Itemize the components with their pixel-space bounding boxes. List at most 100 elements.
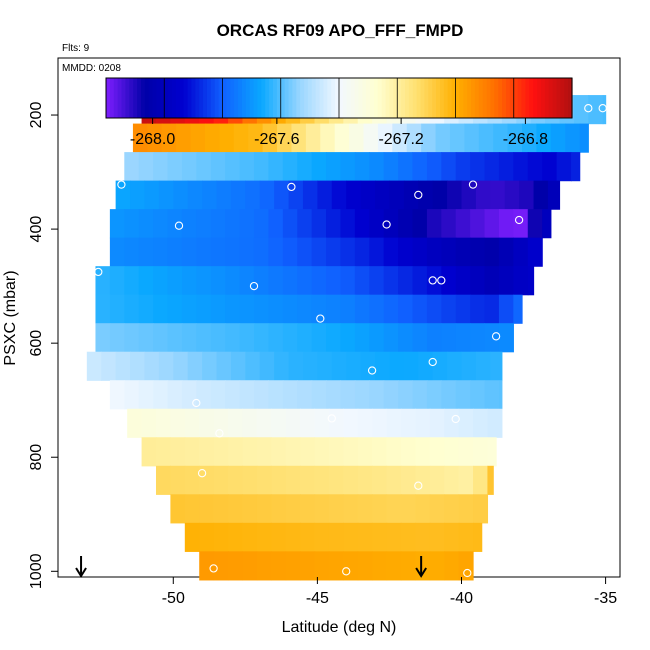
heatmap-cell — [426, 294, 442, 324]
colorbar-segment — [370, 78, 375, 118]
heatmap-cell — [383, 209, 399, 239]
heatmap-cell — [426, 152, 442, 182]
heatmap-cell — [484, 209, 500, 239]
colorbar-segment — [498, 78, 503, 118]
heatmap-cell — [484, 294, 500, 324]
heatmap-cell — [328, 522, 344, 552]
heatmap-cell — [326, 266, 342, 296]
heatmap-cell — [369, 323, 385, 353]
heatmap-cell — [498, 294, 514, 324]
heatmap-cell — [155, 465, 171, 495]
heatmap-cell — [291, 123, 307, 153]
heatmap-cell — [412, 380, 428, 410]
heatmap-cell — [429, 551, 445, 581]
colorbar-segment — [109, 78, 115, 118]
heatmap-cell — [288, 180, 304, 210]
heatmap-cell — [271, 408, 287, 438]
heatmap-cell — [470, 294, 486, 324]
heatmap-cell — [302, 351, 318, 381]
colorbar-segment — [517, 78, 523, 118]
heatmap-cell — [473, 408, 489, 438]
flights-label: Flts: 9 — [62, 43, 90, 54]
heatmap-cell — [475, 180, 491, 210]
heatmap-cell — [458, 494, 474, 524]
heatmap-cell — [173, 180, 189, 210]
colorbar-segment — [241, 78, 247, 118]
heatmap-cell — [181, 209, 197, 239]
colorbar-segment — [206, 78, 212, 118]
heatmap-cell — [196, 380, 212, 410]
heatmap-cell — [484, 266, 500, 296]
heatmap-cell — [343, 437, 359, 467]
heatmap-cell — [458, 465, 474, 495]
y-tick-label: 1000 — [28, 553, 45, 589]
heatmap-cell — [167, 323, 183, 353]
heatmap-cell — [507, 123, 523, 153]
colorbar-segment — [245, 78, 251, 118]
heatmap-cell — [153, 237, 169, 267]
colorbar-segment — [339, 78, 344, 118]
colorbar-segment — [234, 78, 239, 118]
heatmap-cell — [389, 180, 405, 210]
heatmap-cell — [95, 266, 111, 296]
heatmap-cell — [470, 380, 486, 410]
heatmap-cell — [199, 494, 215, 524]
colorbar-segment — [540, 78, 546, 118]
heatmap-cell — [464, 123, 480, 153]
heatmap-cell — [256, 437, 272, 467]
heatmap-cell — [176, 123, 192, 153]
heatmap-cell — [184, 494, 200, 524]
heatmap-cell — [239, 152, 255, 182]
heatmap-cell — [513, 237, 529, 267]
sample-point — [197, 469, 207, 478]
colorbar-segment — [494, 78, 499, 118]
colorbar-segment — [478, 78, 484, 118]
sample-point — [174, 221, 184, 230]
heatmap-cell — [297, 237, 313, 267]
heatmap-cell — [285, 494, 301, 524]
heatmap-cell — [447, 351, 463, 381]
heatmap-cell — [513, 266, 529, 296]
x-tick-label: -45 — [306, 590, 329, 607]
heatmap-cell — [196, 323, 212, 353]
heatmap-cell — [167, 209, 183, 239]
sample-point — [584, 104, 593, 113]
heatmap-cell — [426, 266, 442, 296]
heatmap-cell — [461, 351, 477, 381]
sample-point — [598, 104, 607, 113]
heatmap-cell — [239, 237, 255, 267]
heatmap-cell — [230, 180, 246, 210]
colorbar-segment — [272, 78, 278, 118]
heatmap-cell — [144, 351, 160, 381]
heatmap-cell — [253, 209, 269, 239]
heatmap-cell — [213, 465, 229, 495]
heatmap-cell — [271, 437, 287, 467]
heatmap-cell — [542, 209, 552, 239]
heatmap-cell — [383, 266, 399, 296]
heatmap-cell — [184, 522, 200, 552]
heatmap-cell — [101, 351, 117, 381]
heatmap-cell — [253, 237, 269, 267]
y-axis-title: PSXC (mbar) — [2, 270, 19, 365]
heatmap-cell — [400, 522, 416, 552]
heatmap-cell — [441, 237, 457, 267]
heatmap-cell — [300, 465, 316, 495]
heatmap-cell — [444, 408, 460, 438]
heatmap-cell — [340, 237, 356, 267]
heatmap-cell — [253, 380, 269, 410]
heatmap-cell — [242, 437, 258, 467]
sample-point — [491, 332, 501, 341]
heatmap-cell — [167, 237, 183, 267]
heatmap-cell — [196, 237, 212, 267]
heatmap-cell — [245, 351, 261, 381]
y-tick-label: 800 — [28, 444, 45, 471]
heatmap-cell — [458, 522, 474, 552]
colorbar-segment — [467, 78, 472, 118]
heatmap-cell — [184, 465, 200, 495]
heatmap-cell — [213, 437, 229, 467]
heatmap-cell — [138, 323, 154, 353]
sample-point — [414, 481, 423, 490]
sample-point — [382, 220, 391, 229]
colorbar-segment — [284, 78, 290, 118]
heatmap-cell — [527, 237, 543, 267]
